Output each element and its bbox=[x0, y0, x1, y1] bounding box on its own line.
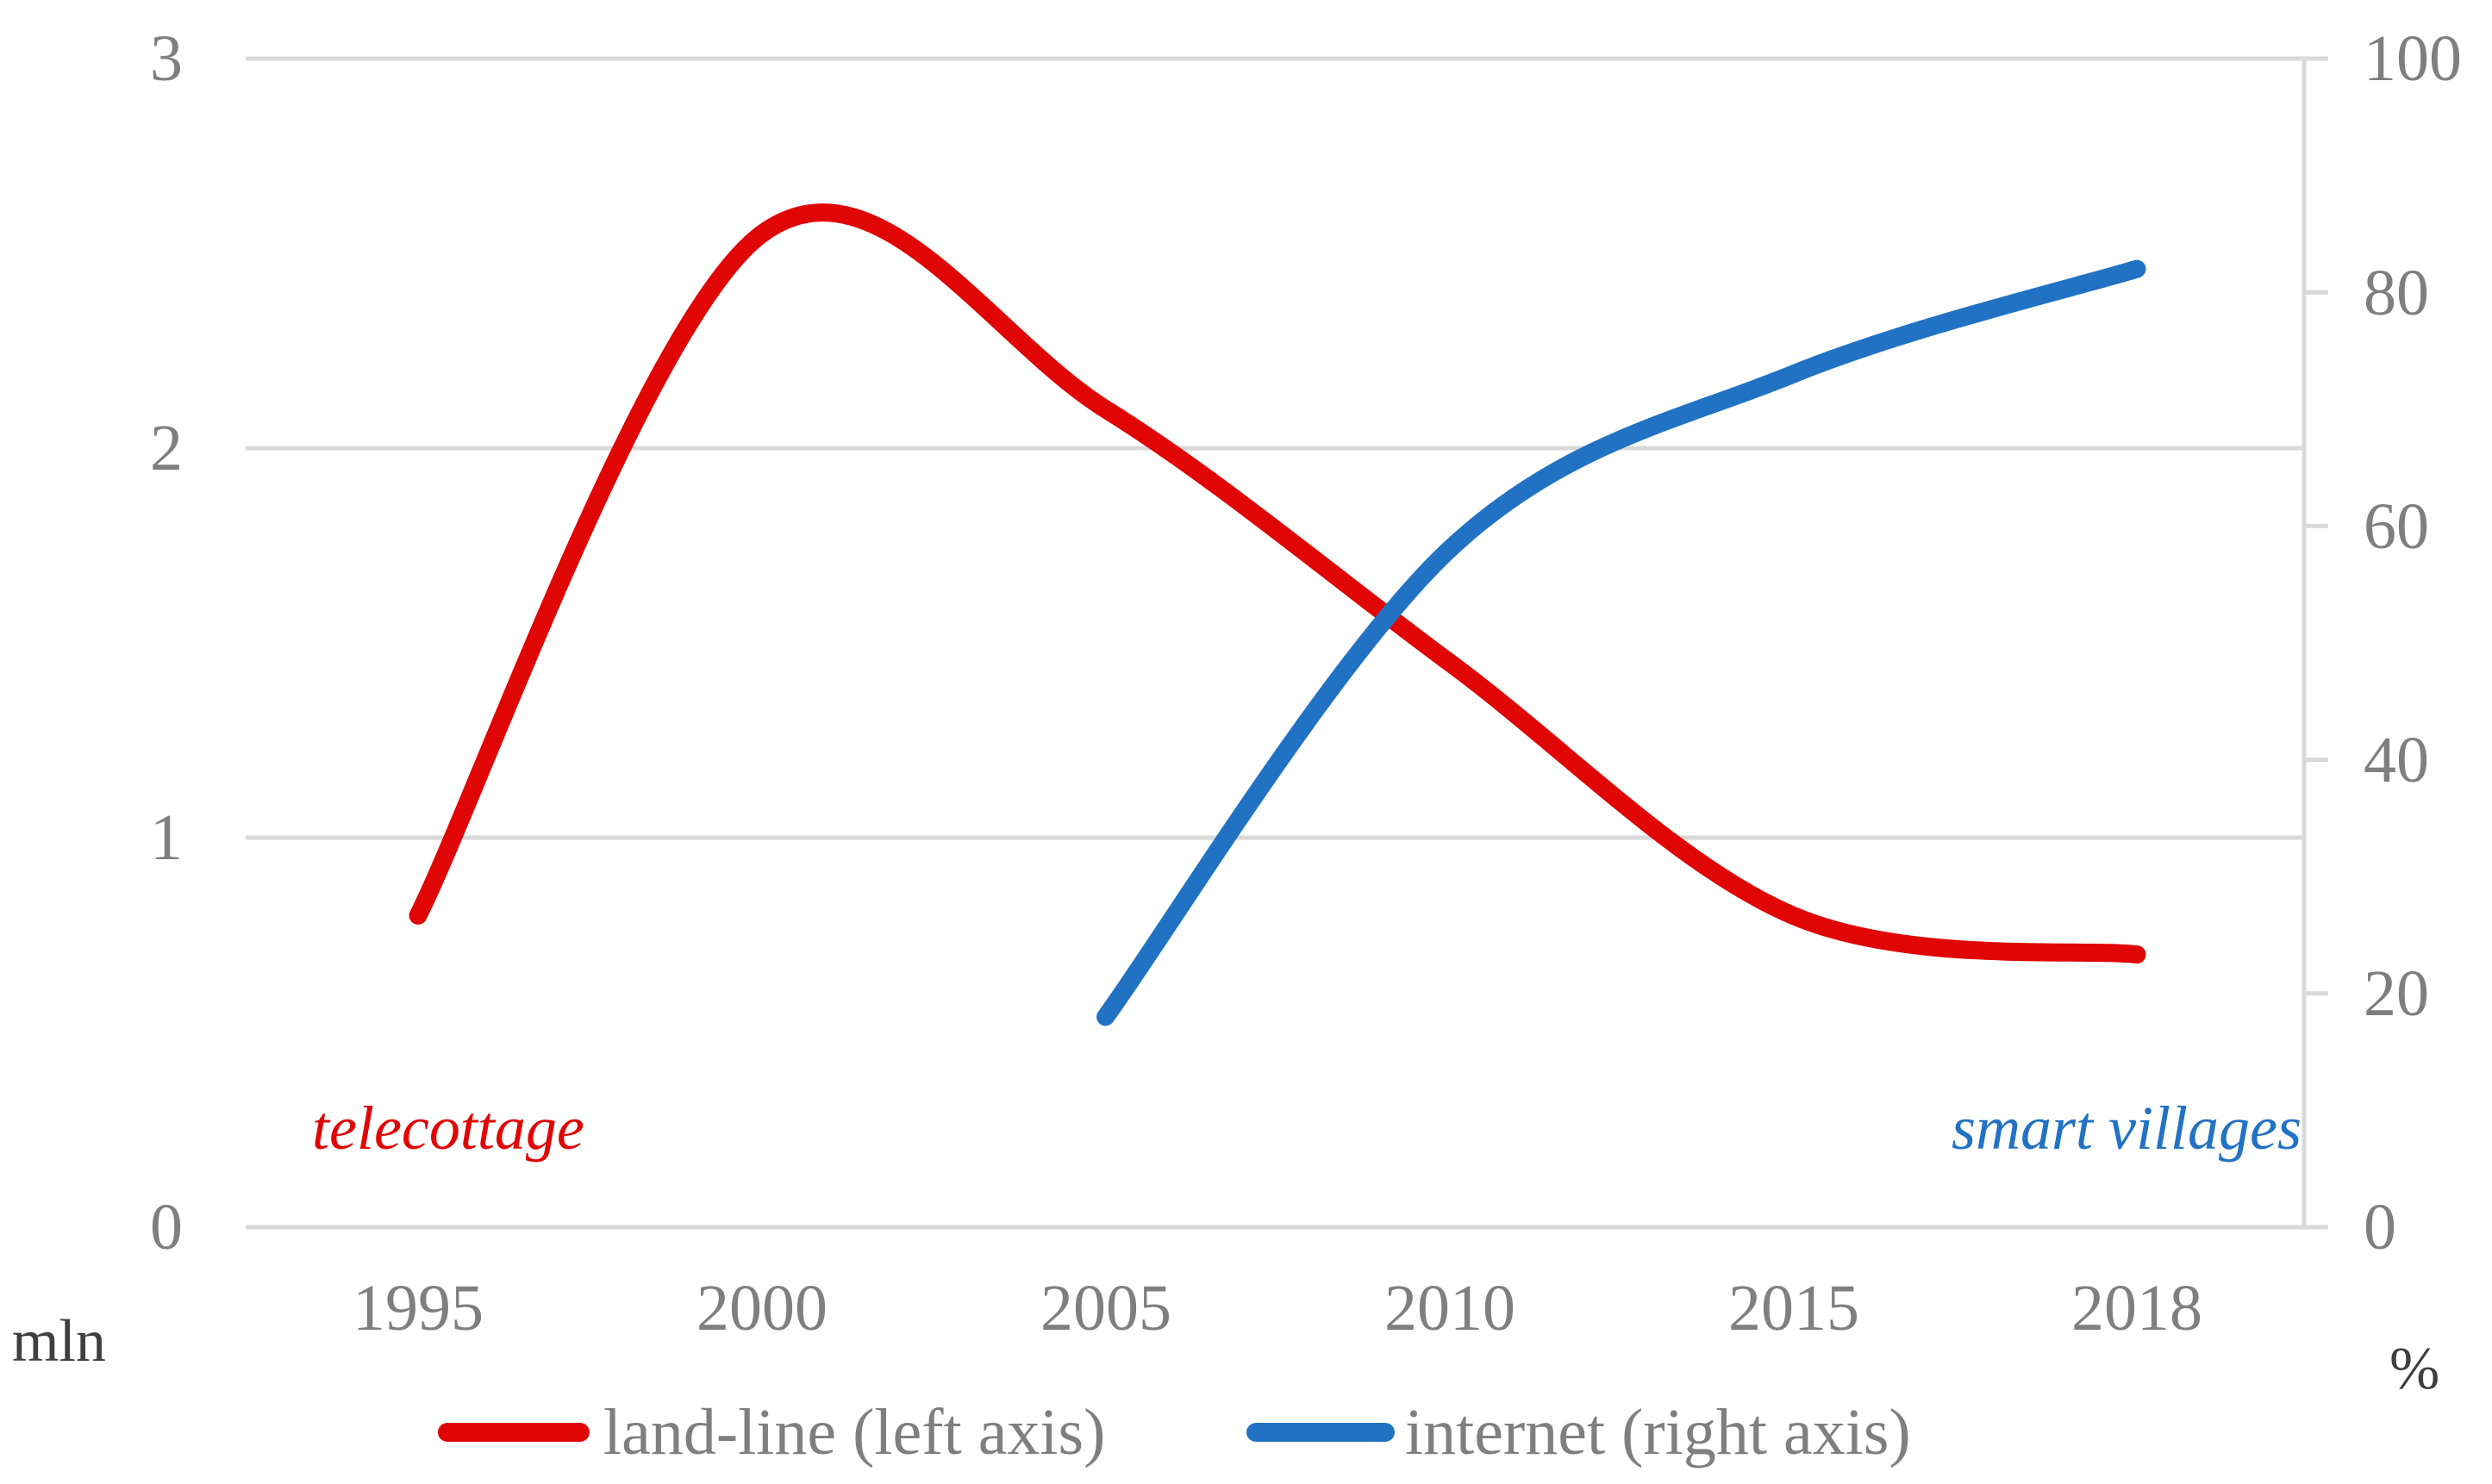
x-axis-tick-2000: 2000 bbox=[696, 1272, 828, 1344]
x-axis-tick-2010: 2010 bbox=[1384, 1272, 1515, 1344]
legend-label-internet: internet (right axis) bbox=[1405, 1396, 1911, 1468]
left-axis-tick-3: 3 bbox=[150, 22, 183, 95]
series-line-internet bbox=[1096, 259, 2146, 1026]
legend-swatch-landline bbox=[438, 1423, 590, 1442]
annotation-smart-villages: smart villages bbox=[1952, 1094, 2302, 1163]
right-axis-tick-60: 60 bbox=[2364, 490, 2429, 563]
right-axis-tick-80: 80 bbox=[2364, 257, 2429, 329]
legend-label-landline: land-line (left axis) bbox=[603, 1396, 1106, 1468]
x-axis-tick-1995: 1995 bbox=[353, 1272, 484, 1344]
left-axis-tick-1: 1 bbox=[150, 801, 183, 874]
annotation-telecottage: telecottage bbox=[312, 1094, 584, 1163]
right-axis-tick-0: 0 bbox=[2364, 1191, 2396, 1263]
left-axis-unit-label: mln bbox=[12, 1308, 106, 1375]
series-line-landline bbox=[409, 203, 2146, 964]
left-axis-tick-2: 2 bbox=[150, 412, 183, 484]
x-axis-tick-2018: 2018 bbox=[2071, 1272, 2202, 1344]
right-axis-unit-label: % bbox=[2389, 1336, 2440, 1402]
x-axis-tick-2005: 2005 bbox=[1040, 1272, 1171, 1344]
right-axis-tick-40: 40 bbox=[2364, 724, 2429, 796]
right-axis-tick-20: 20 bbox=[2364, 957, 2429, 1030]
legend-swatch-internet bbox=[1246, 1423, 1395, 1442]
left-axis-tick-0: 0 bbox=[150, 1191, 183, 1263]
x-axis-tick-2015: 2015 bbox=[1728, 1272, 1859, 1344]
right-axis-tick-100: 100 bbox=[2364, 22, 2462, 95]
